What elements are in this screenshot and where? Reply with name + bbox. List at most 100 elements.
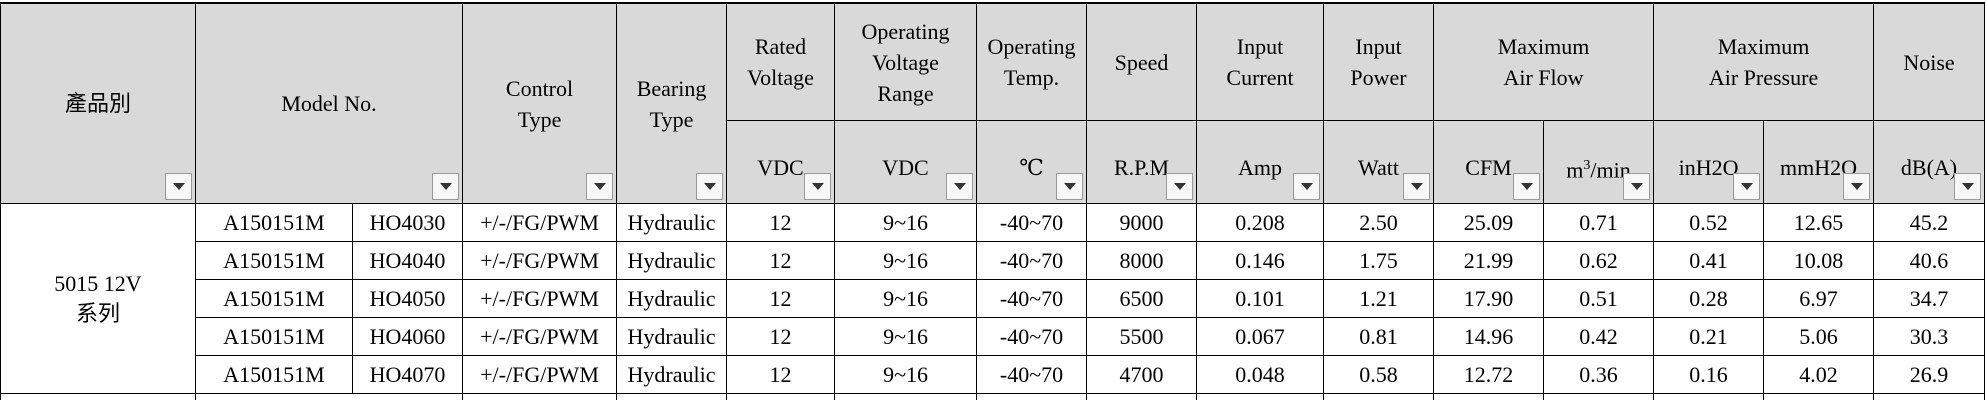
unit-m3-sup: 3 [1583, 157, 1591, 173]
header-row-units: VDC VDC ℃ R.P.M Amp Watt CFM m3/min [1, 120, 1986, 204]
cell-bearing: Hydraulic [616, 203, 728, 242]
cell-rpm: 6500 [1086, 279, 1198, 318]
header-product-label: 產品別 [64, 91, 131, 116]
unit-m3-per-min: m3/min [1543, 120, 1655, 204]
cell-control: +/-/FG/PWM [462, 203, 618, 242]
filter-dropdown-icon[interactable] [696, 173, 724, 200]
filter-dropdown-icon[interactable] [1403, 173, 1431, 200]
filter-dropdown-icon[interactable] [1733, 173, 1761, 200]
cell-amp: 0.048 [1196, 355, 1325, 394]
cell-noise: 45.2 [1873, 203, 1986, 242]
cell-model: A150151M [195, 279, 353, 318]
filter-dropdown-icon[interactable] [1293, 173, 1321, 200]
unit-operating-voltage: VDC [834, 120, 978, 204]
header-operating-voltage-line3: Range [877, 80, 934, 106]
unit-speed-label: R.P.M [1113, 155, 1170, 180]
unit-inh2o-label: inH2O [1678, 155, 1739, 180]
header-rated-voltage-line1: Rated [754, 34, 807, 59]
cell-inh2o: 0.16 [1653, 355, 1765, 394]
cell-partial [834, 393, 978, 400]
cell-cfm: 17.90 [1433, 279, 1545, 318]
cell-voltage-range: 9~16 [834, 317, 978, 356]
cell-control: +/-/FG/PWM [462, 241, 618, 280]
cell-voltage-range: 9~16 [834, 355, 978, 394]
cell-rpm: 8000 [1086, 241, 1198, 280]
product-group-cell: 5015 12V 系列 [0, 203, 196, 394]
filter-dropdown-icon[interactable] [432, 173, 460, 200]
cell-partial [726, 393, 836, 400]
header-product: 產品別 [0, 2, 196, 204]
header-speed: Speed [1086, 2, 1198, 121]
cell-partial [1323, 393, 1435, 400]
product-group-line1: 5015 12V [54, 270, 142, 296]
cell-noise: 26.9 [1873, 355, 1986, 394]
unit-operating-voltage-label: VDC [882, 155, 929, 180]
unit-cfm-label: CFM [1465, 155, 1512, 180]
filter-dropdown-icon[interactable] [586, 173, 614, 200]
cell-watt: 1.75 [1323, 241, 1435, 280]
cell-watt: 0.81 [1323, 317, 1435, 356]
cell-code: HO4060 [351, 317, 464, 356]
unit-speed: R.P.M [1086, 120, 1198, 204]
cell-partial [1763, 393, 1875, 400]
cell-partial [1543, 393, 1655, 400]
header-input-current-line2: Current [1226, 65, 1294, 90]
cell-mmh2o: 12.65 [1763, 203, 1875, 242]
filter-dropdown-icon[interactable] [1843, 173, 1871, 200]
cell-temp: -40~70 [976, 279, 1088, 318]
cell-partial [1653, 393, 1765, 400]
cell-watt: 2.50 [1323, 203, 1435, 242]
header-operating-temp-line1: Operating [987, 34, 1076, 59]
header-operating-voltage-line2: Voltage [872, 49, 939, 75]
cell-m3min: 0.36 [1543, 355, 1655, 394]
table-row: A150151M HO4060 +/-/FG/PWM Hydraulic 12 … [1, 317, 1986, 356]
header-row-1: 產品別 Model No. Control Type Bearing Type … [0, 2, 1986, 204]
cell-code: HO4040 [351, 241, 464, 280]
cell-inh2o: 0.41 [1653, 241, 1765, 280]
cell-partial [976, 393, 1088, 400]
header-input-current: Input Current [1196, 2, 1325, 121]
cell-temp: -40~70 [976, 241, 1088, 280]
cell-rated-voltage: 12 [726, 317, 836, 356]
header-max-air-flow-line2: Air Flow [1503, 65, 1584, 90]
cell-cfm: 25.09 [1433, 203, 1545, 242]
filter-dropdown-icon[interactable] [1513, 173, 1541, 200]
header-operating-temp-line2: Temp. [1003, 65, 1060, 90]
filter-dropdown-icon[interactable] [1954, 173, 1982, 200]
cell-partial [1086, 393, 1198, 400]
cell-rpm: 9000 [1086, 203, 1198, 242]
cell-mmh2o: 10.08 [1763, 241, 1875, 280]
header-control-line1: Control [505, 75, 574, 101]
header-model-label: Model No. [281, 91, 377, 116]
filter-dropdown-icon[interactable] [1166, 173, 1194, 200]
header-max-air-flow-line1: Maximum [1497, 34, 1590, 59]
cell-partial [0, 393, 196, 400]
cell-mmh2o: 4.02 [1763, 355, 1875, 394]
unit-noise: dB(A) [1873, 120, 1986, 204]
filter-dropdown-icon[interactable] [1623, 173, 1651, 200]
cell-amp: 0.101 [1196, 279, 1325, 318]
header-input-power-line2: Power [1350, 65, 1407, 90]
cell-m3min: 0.42 [1543, 317, 1655, 356]
filter-dropdown-icon[interactable] [804, 173, 832, 200]
unit-rated-voltage: VDC [726, 120, 836, 204]
unit-operating-temp-label: ℃ [1019, 155, 1044, 180]
cell-cfm: 12.72 [1433, 355, 1545, 394]
filter-dropdown-icon[interactable] [165, 173, 192, 200]
cell-control: +/-/FG/PWM [462, 355, 618, 394]
header-operating-voltage: Operating Voltage Range [834, 2, 978, 121]
table-row: 5015 12V 系列 A150151M HO4030 +/-/FG/PWM H… [0, 203, 1986, 394]
header-operating-temp: Operating Temp. [976, 2, 1088, 121]
filter-dropdown-icon[interactable] [946, 173, 974, 200]
unit-inh2o: inH2O [1653, 120, 1765, 204]
cell-cfm: 21.99 [1433, 241, 1545, 280]
cell-voltage-range: 9~16 [834, 279, 978, 318]
header-bearing-line1: Bearing [636, 75, 707, 101]
cell-temp: -40~70 [976, 317, 1088, 356]
cell-temp: -40~70 [976, 203, 1088, 242]
cell-partial [616, 393, 728, 400]
filter-dropdown-icon[interactable] [1056, 173, 1084, 200]
cell-model: A150151M [195, 317, 353, 356]
cell-rated-voltage: 12 [726, 241, 836, 280]
header-max-air-pressure: Maximum Air Pressure [1653, 2, 1875, 121]
